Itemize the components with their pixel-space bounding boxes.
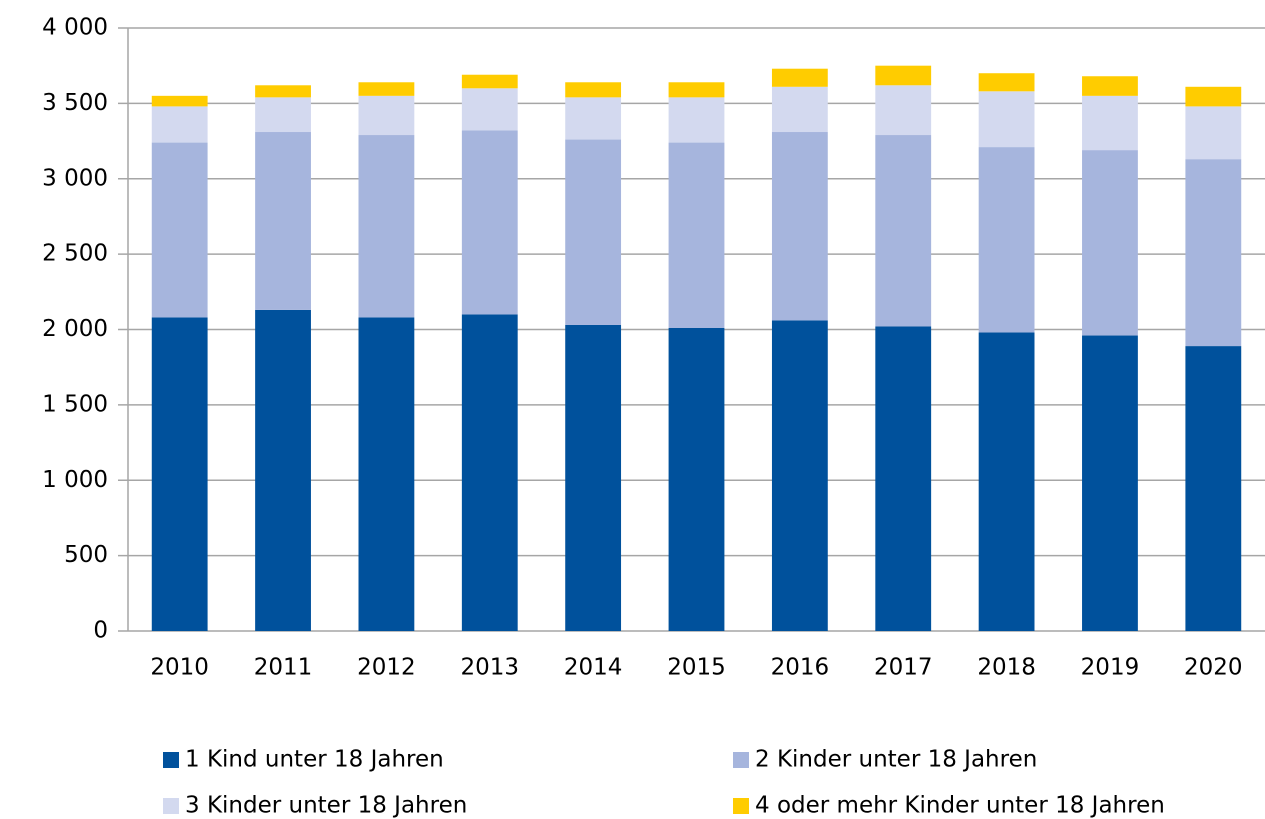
y-tick-label: 1 500 bbox=[42, 391, 108, 417]
bar-segment bbox=[565, 139, 622, 325]
bar-segment bbox=[978, 73, 1035, 92]
x-tick-label: 2014 bbox=[564, 655, 623, 681]
bar-segment bbox=[668, 82, 725, 98]
legend-swatch bbox=[733, 798, 749, 814]
legend-label: 3 Kinder unter 18 Jahren bbox=[185, 793, 467, 819]
bar-segment bbox=[668, 142, 725, 328]
bar-segment bbox=[1082, 150, 1138, 336]
bar-segment bbox=[771, 320, 828, 631]
bar-segment bbox=[358, 95, 415, 136]
bar-segment bbox=[1185, 106, 1242, 160]
x-tick-label: 2019 bbox=[1081, 655, 1140, 681]
bar-segment bbox=[1185, 86, 1242, 107]
legend-swatch bbox=[163, 798, 179, 814]
bar-segment bbox=[255, 309, 311, 631]
x-tick-label: 2012 bbox=[357, 655, 416, 681]
legend-label: 1 Kind unter 18 Jahren bbox=[185, 747, 444, 773]
legend-label: 4 oder mehr Kinder unter 18 Jahren bbox=[755, 793, 1165, 819]
bar-segment bbox=[151, 317, 208, 631]
bar-segment bbox=[1185, 346, 1242, 631]
bar-segment bbox=[978, 91, 1035, 148]
x-tick-label: 2013 bbox=[460, 655, 519, 681]
x-tick-label: 2018 bbox=[977, 655, 1036, 681]
x-tick-label: 2017 bbox=[874, 655, 933, 681]
bar-segment bbox=[461, 130, 518, 315]
bar-segment bbox=[461, 74, 518, 89]
x-tick-label: 2011 bbox=[254, 655, 313, 681]
bar-segment bbox=[875, 85, 932, 136]
x-tick-label: 2010 bbox=[150, 655, 209, 681]
bar-segment bbox=[461, 314, 518, 631]
x-tick-label: 2015 bbox=[667, 655, 726, 681]
bar-segment bbox=[1082, 335, 1138, 631]
bar-segment bbox=[151, 106, 208, 143]
bar-segment bbox=[255, 97, 311, 133]
bar-segment bbox=[668, 97, 725, 143]
bar-segment bbox=[151, 95, 208, 107]
bar-segment bbox=[358, 317, 415, 631]
bar-segment bbox=[1082, 95, 1138, 151]
x-tick-label: 2020 bbox=[1184, 655, 1243, 681]
bar-segment bbox=[358, 135, 415, 318]
bar-segment bbox=[875, 135, 932, 327]
bar-segment bbox=[255, 132, 311, 310]
legend-label: 2 Kinder unter 18 Jahren bbox=[755, 747, 1037, 773]
legend-swatch bbox=[163, 752, 179, 768]
y-tick-label: 2 500 bbox=[42, 241, 108, 267]
y-tick-label: 3 500 bbox=[42, 90, 108, 116]
y-tick-label: 2 000 bbox=[42, 316, 108, 342]
bar-segment bbox=[1185, 159, 1242, 347]
bar-segment bbox=[875, 326, 932, 631]
bar-segment bbox=[978, 147, 1035, 333]
bar-segment bbox=[771, 132, 828, 321]
x-tick-label: 2016 bbox=[771, 655, 830, 681]
legend-swatch bbox=[733, 752, 749, 768]
bar-segment bbox=[255, 85, 311, 98]
bar-segment bbox=[1082, 76, 1138, 96]
bar-segment bbox=[565, 97, 622, 140]
bar-segment bbox=[978, 332, 1035, 631]
bar-segment bbox=[875, 65, 932, 86]
y-tick-label: 1 000 bbox=[42, 467, 108, 493]
bar-segment bbox=[461, 88, 518, 131]
y-tick-label: 0 bbox=[93, 618, 108, 644]
bar-segment bbox=[668, 327, 725, 631]
bar-segment bbox=[565, 324, 622, 631]
bar-segment bbox=[151, 142, 208, 318]
bar-segment bbox=[771, 86, 828, 133]
bar-segment bbox=[771, 68, 828, 87]
y-tick-label: 4 000 bbox=[42, 15, 108, 41]
y-tick-label: 500 bbox=[64, 542, 108, 568]
bar-segment bbox=[565, 82, 622, 98]
bar-segment bbox=[358, 82, 415, 96]
y-tick-label: 3 000 bbox=[42, 165, 108, 191]
